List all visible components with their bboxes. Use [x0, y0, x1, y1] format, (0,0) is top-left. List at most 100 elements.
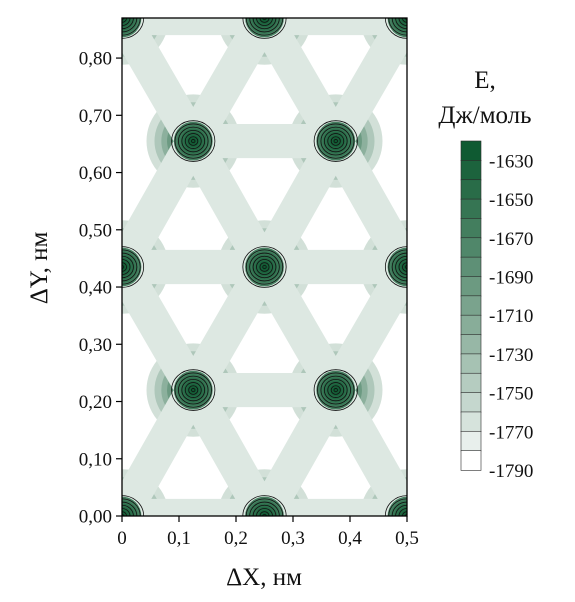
contour-line-2-minimum-6 — [249, 252, 280, 282]
contour-line-2-minimum-3 — [178, 375, 209, 405]
contour-line-5-minimum-4 — [330, 385, 341, 395]
contour-ridge-21 — [318, 18, 407, 159]
contour-line-0-minimum-5 — [122, 246, 145, 288]
contour-line-4-minimum-8 — [184, 133, 202, 149]
colorbar-swatch — [460, 372, 482, 394]
contour-line-4-minimum-3 — [184, 382, 202, 398]
colorbar-label: -1710 — [489, 306, 533, 327]
contour-ridge-15 — [247, 123, 353, 285]
contour-line-3-minimum-3 — [181, 378, 206, 402]
contour-line-4-minimum-6 — [256, 259, 273, 275]
colorbar-swatch — [460, 218, 482, 239]
colorbar-swatch — [460, 160, 482, 181]
contour-ridge-10 — [318, 249, 407, 408]
contour-line-1-minimum-6 — [245, 249, 284, 285]
contour-line-0-minimum-8 — [171, 120, 216, 162]
y-tick-label: 0,30 — [79, 335, 112, 356]
contour-ridge-1 — [122, 372, 211, 516]
contour-line-4-minimum-1 — [256, 508, 273, 516]
colorbar-title-line2: Дж/моль — [438, 102, 531, 129]
contour-line-0-minimum-4 — [313, 369, 358, 411]
contour-line-1-minimum-11 — [245, 18, 284, 36]
x-axis: 0 0,1 0,2 0,3 0,4 0,5 — [117, 516, 419, 549]
contour-line-1-minimum-7 — [388, 249, 407, 285]
contour-ridge-19 — [176, 18, 282, 159]
y-axis: 0,00 0,10 0,20 0,30 0,40 0,50 0,60 0,70 0,80 — [79, 49, 122, 528]
colorbar-swatch — [460, 256, 482, 278]
contour-ridge-3 — [176, 372, 282, 516]
contour-line-1-minimum-4 — [317, 372, 355, 408]
contour-line-6-minimum-1 — [262, 513, 267, 516]
colorbar-swatch — [460, 411, 482, 432]
contour-line-6-minimum-9 — [333, 139, 338, 144]
colorbar-label: -1750 — [489, 384, 533, 405]
colorbar-label: -1770 — [489, 422, 533, 443]
y-axis-title: ΔY, нм — [26, 232, 53, 305]
colorbar-swatches — [460, 140, 482, 471]
contour-ridge-4 — [247, 372, 353, 516]
colorbar-swatch — [460, 334, 482, 355]
contour-line-3-minimum-7 — [395, 255, 407, 279]
contour-line-6-minimum-3 — [191, 388, 196, 393]
colorbar-label: -1650 — [489, 190, 533, 211]
y-tick-label: 0,40 — [79, 278, 112, 299]
colorbar-swatch — [460, 295, 482, 316]
contour-line-4-minimum-9 — [327, 133, 345, 149]
y-tick-label: 0,60 — [79, 163, 112, 184]
contour-line-2-minimum-9 — [320, 126, 351, 156]
colorbar-label: -1790 — [489, 461, 533, 482]
colorbar-swatch — [460, 179, 482, 200]
colorbar-swatch — [460, 140, 482, 162]
contour-line-6-minimum-4 — [333, 388, 338, 393]
contour-ridge-14 — [176, 123, 282, 285]
y-tick-label: 0,00 — [79, 507, 112, 528]
contour-ridge-12 — [122, 123, 211, 285]
contour-line-1-minimum-1 — [245, 498, 284, 516]
contour-line-5-minimum-8 — [188, 136, 199, 146]
contour-line-4-minimum-5 — [122, 259, 131, 275]
contour-line-2-minimum-8 — [178, 126, 209, 156]
contour-line-6-minimum-8 — [191, 139, 196, 144]
colorbar-swatch — [460, 392, 482, 413]
contour-line-5-minimum-6 — [259, 262, 270, 272]
contour-line-2-minimum-1 — [249, 501, 280, 516]
contour-layer — [122, 18, 407, 516]
contour-ridge-8 — [176, 249, 282, 408]
contour-line-0-minimum-11 — [242, 18, 287, 39]
y-tick-label: 0,10 — [79, 449, 112, 470]
colorbar: E, Дж/моль -1630 -1650 -1670 -1690 -1710 -173… — [438, 67, 533, 482]
colorbar-swatch — [460, 276, 482, 297]
contour-line-6-minimum-6 — [262, 264, 267, 270]
contour-line-0-minimum-9 — [313, 120, 358, 162]
x-tick-label: 0 — [117, 528, 127, 549]
contour-line-5-minimum-9 — [330, 136, 341, 146]
contour-line-3-minimum-8 — [181, 129, 206, 153]
contour-ridge-18 — [122, 18, 211, 159]
contour-ridge-5 — [318, 372, 407, 516]
contour-line-3-minimum-5 — [122, 255, 134, 279]
colorbar-title-line1: E, — [474, 67, 496, 94]
plot-frame — [121, 17, 408, 517]
colorbar-swatch — [460, 430, 482, 452]
contour-line-0-minimum-3 — [171, 369, 216, 411]
colorbar-label: -1630 — [489, 151, 533, 172]
x-tick-label: 0,3 — [281, 528, 305, 549]
contour-line-3-minimum-4 — [323, 378, 348, 402]
y-tick-label: 0,80 — [79, 49, 112, 70]
contour-line-0-minimum-6 — [242, 246, 287, 288]
colorbar-swatch — [460, 198, 482, 220]
contour-ridge-7 — [122, 249, 211, 408]
contour-line-2-minimum-5 — [122, 252, 138, 282]
y-tick-label: 0,50 — [79, 220, 112, 241]
y-tick-label: 0,20 — [79, 392, 112, 413]
contour-line-3-minimum-9 — [323, 129, 348, 153]
contour-line-3-minimum-6 — [252, 255, 277, 279]
contour-line-1-minimum-3 — [174, 372, 212, 408]
x-tick-label: 0,2 — [224, 528, 248, 549]
contour-line-6-minimum-11 — [262, 18, 267, 21]
contour-line-1-minimum-8 — [174, 123, 212, 159]
contour-line-5-minimum-3 — [188, 385, 199, 395]
colorbar-swatch — [460, 314, 482, 336]
colorbar-label: -1690 — [489, 268, 533, 289]
